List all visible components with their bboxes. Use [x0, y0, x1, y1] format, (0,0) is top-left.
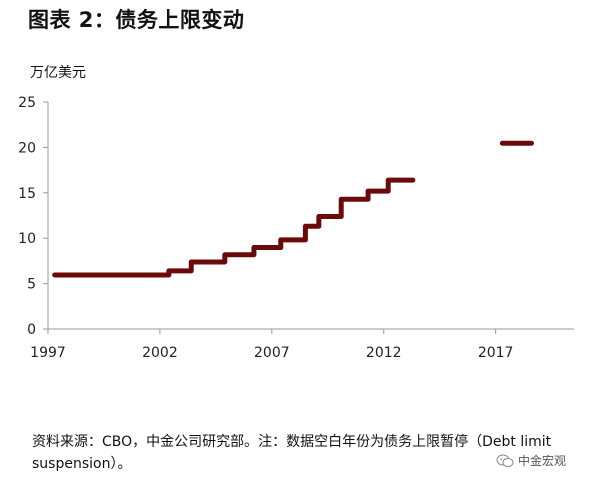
source-note: 资料来源：CBO，中金公司研究部。注：数据空白年份为债务上限暂停（Debt li…	[32, 434, 552, 472]
y-tick-label: 20	[18, 140, 36, 156]
y-axis-ticks: 0 5 10 15 20 25	[18, 95, 48, 338]
step-line	[52, 177, 416, 278]
debt-limit-chart: 0 5 10 15 20 25 1997 2002 2007 2012 2017	[18, 95, 574, 361]
y-tick-label: 5	[27, 277, 36, 293]
x-tick-label: 2012	[366, 345, 402, 361]
y-tick-label: 0	[27, 322, 36, 338]
watermark: 中金宏观	[496, 452, 566, 469]
y-tick-label: 15	[18, 186, 36, 202]
chart-axes	[47, 102, 574, 330]
x-tick-label: 2002	[142, 345, 178, 361]
y-tick-label: 10	[18, 231, 36, 247]
y-axis-unit-label: 万亿美元	[30, 65, 86, 81]
x-tick-label: 2007	[254, 345, 290, 361]
y-tick-label: 25	[18, 95, 36, 111]
x-tick-label: 1997	[30, 345, 66, 361]
x-tick-label: 2017	[478, 345, 514, 361]
debt-limit-series	[52, 140, 534, 278]
x-axis-ticks: 1997 2002 2007 2012 2017	[30, 329, 513, 361]
chart-title: 图表 2：债务上限变动	[28, 8, 245, 32]
watermark-text: 中金宏观	[518, 454, 567, 468]
wechat-icon	[496, 454, 514, 467]
